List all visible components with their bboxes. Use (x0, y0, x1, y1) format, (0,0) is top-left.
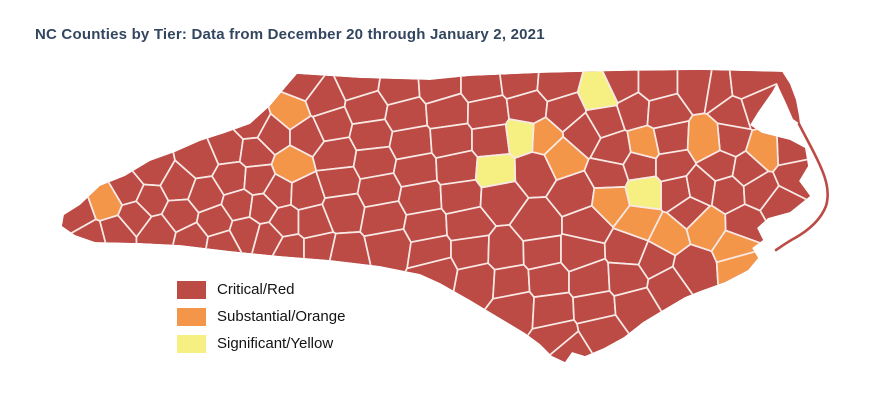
county-shape (348, 118, 394, 152)
county-shape (647, 210, 692, 257)
county-shape (364, 256, 459, 362)
county-shape (471, 123, 511, 158)
county-shape (626, 124, 660, 160)
substantial-orange-swatch (177, 308, 206, 326)
county-shape (504, 118, 535, 159)
county-shape (474, 153, 517, 189)
county-shape (715, 246, 810, 362)
significant-yellow-label: Significant/Yellow (217, 335, 334, 352)
county-shape (135, 213, 177, 362)
legend-item-significant: Significant/Yellow (177, 335, 345, 353)
county-shape (543, 135, 590, 181)
county-layer (62, 70, 810, 362)
county-shape (423, 290, 535, 362)
county-shape (62, 70, 145, 206)
county-shape (62, 218, 140, 362)
county-shape (772, 143, 810, 240)
legend-item-critical: Critical/Red (177, 281, 345, 299)
county-shape (363, 228, 412, 314)
county-shape (164, 70, 272, 140)
page-title: NC Counties by Tier: Data from December … (35, 26, 545, 43)
county-shape (62, 70, 97, 252)
county-shape (527, 261, 570, 298)
county-shape (685, 204, 727, 253)
county-shape (740, 70, 810, 132)
map-legend: Critical/Red Substantial/Orange Signific… (177, 281, 345, 353)
significant-yellow-swatch (177, 335, 206, 353)
critical-red-label: Critical/Red (217, 281, 295, 298)
county-shape (744, 123, 779, 173)
legend-item-substantial: Substantial/Orange (177, 308, 345, 326)
county-shape (576, 70, 619, 112)
county-shape (624, 175, 662, 211)
county-shape (460, 70, 504, 104)
critical-red-swatch (177, 281, 206, 299)
outer-banks-spit (775, 73, 800, 124)
county-shape (637, 70, 679, 102)
county-shape (62, 71, 123, 222)
county-shape (62, 70, 176, 187)
county-shape (686, 112, 721, 164)
outer-banks-strip (774, 122, 829, 252)
county-shape (98, 214, 138, 362)
substantial-orange-label: Substantial/Orange (217, 308, 346, 325)
county-shape (270, 144, 317, 184)
